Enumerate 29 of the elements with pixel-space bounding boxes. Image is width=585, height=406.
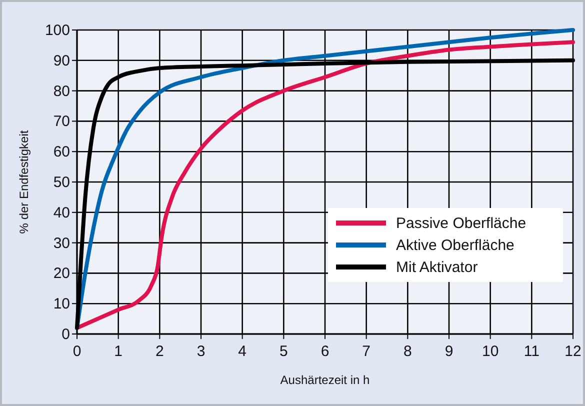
y-tick-label: 20: [53, 265, 70, 282]
y-tick-label: 50: [53, 174, 70, 191]
y-tick-label: 60: [53, 144, 70, 161]
y-axis-title: % der Endfestigkeit: [17, 130, 31, 234]
x-tick-label: 6: [320, 343, 330, 360]
x-tick-label: 8: [403, 343, 412, 360]
x-tick-label: 10: [482, 343, 499, 360]
y-tick-label: 90: [53, 52, 70, 70]
x-axis-title: Aushärtezeit in h: [280, 373, 370, 387]
y-tick-label: 10: [53, 296, 70, 313]
x-tick-label: 2: [155, 343, 164, 360]
x-tick-label: 0: [72, 343, 82, 360]
x-tick-label: 11: [524, 343, 540, 360]
x-tick-label: 12: [564, 343, 582, 360]
y-tick-label: 0: [62, 326, 70, 343]
y-tick-label: 100: [44, 22, 70, 39]
x-tick-label: 4: [238, 343, 247, 360]
y-tick-label: 40: [53, 204, 70, 222]
x-tick-label: 1: [114, 343, 123, 360]
x-tick-label: 9: [444, 343, 454, 360]
y-tick-label: 30: [53, 234, 70, 252]
y-tick-label: 80: [53, 82, 70, 100]
x-tick-label: 5: [279, 343, 288, 360]
x-tick-label: 3: [196, 343, 206, 360]
legend-label: Mit Aktivator: [396, 259, 478, 276]
legend-label: Passive Oberfläche: [396, 215, 526, 232]
legend-label: Aktive Oberfläche: [396, 237, 514, 254]
x-tick-label: 7: [362, 343, 371, 360]
y-tick-label: 70: [53, 113, 70, 130]
